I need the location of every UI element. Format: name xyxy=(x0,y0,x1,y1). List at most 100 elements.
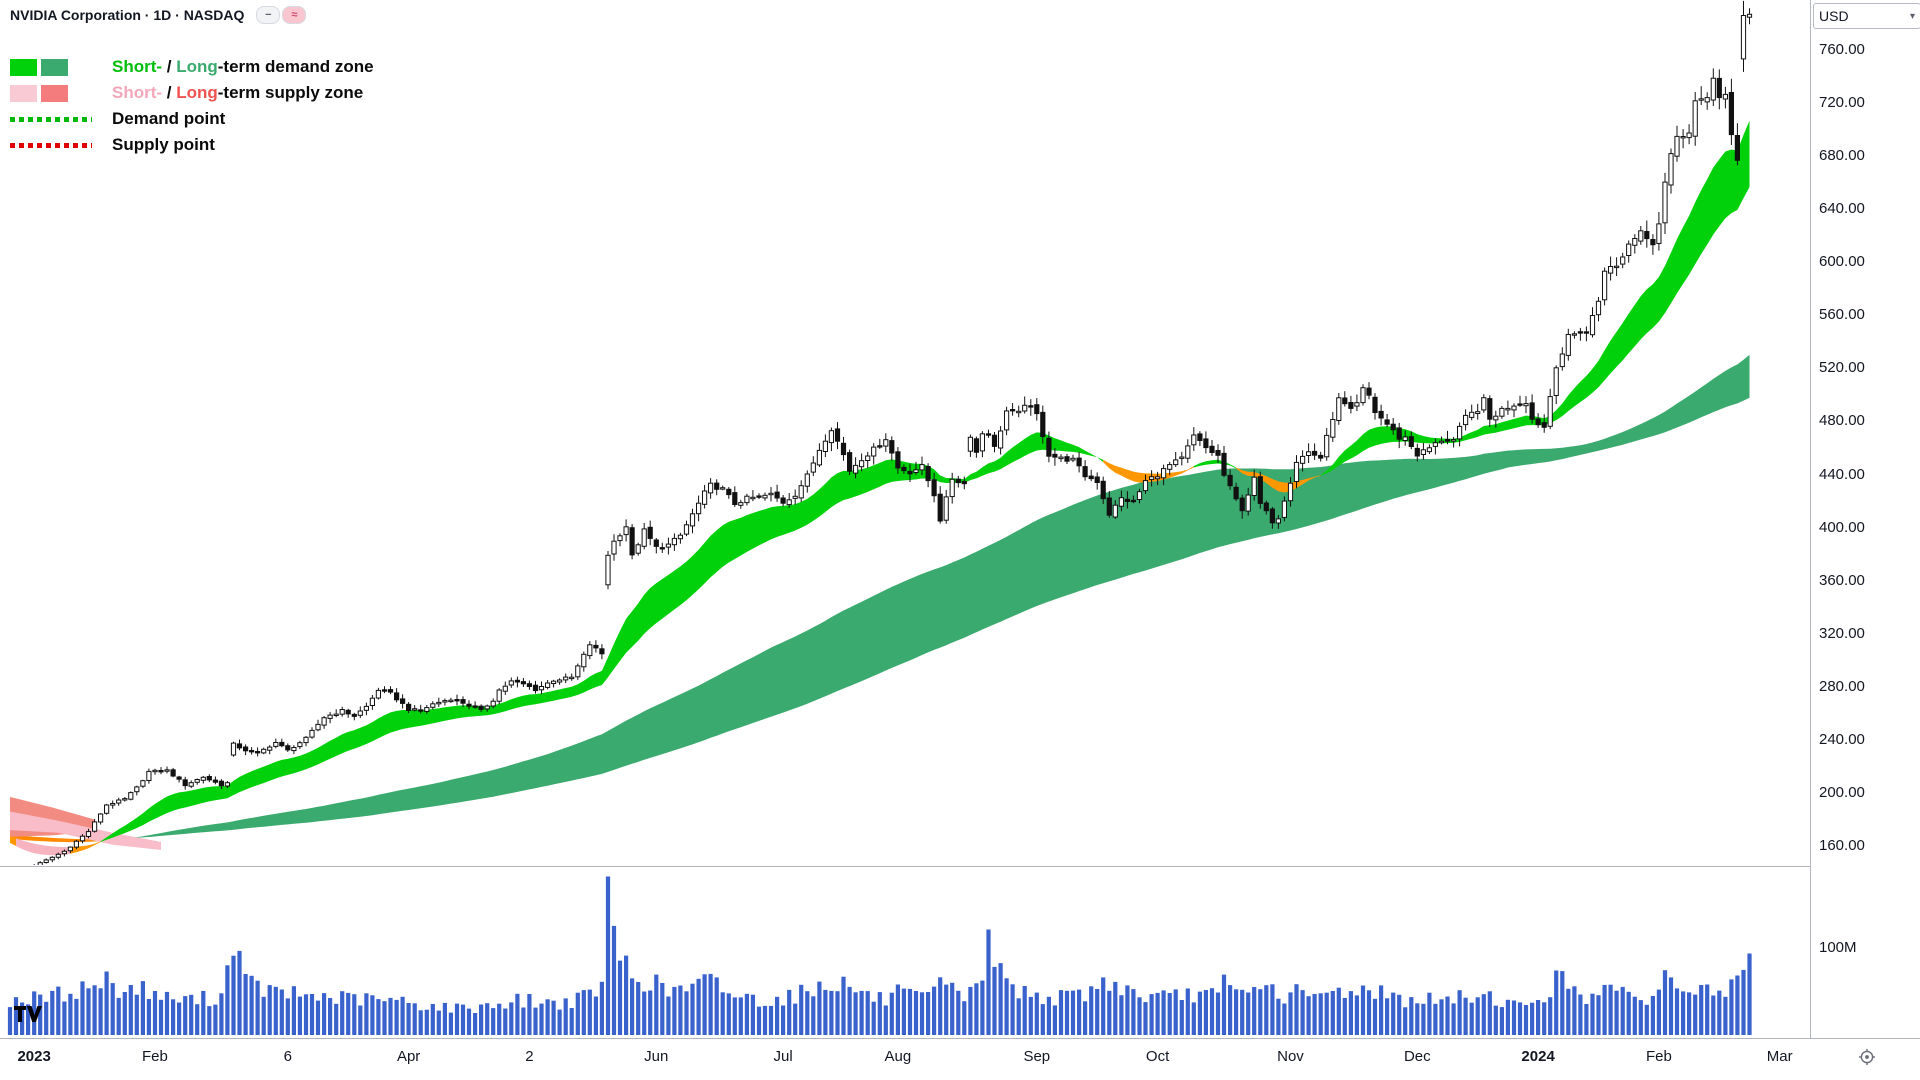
supply-zones xyxy=(10,796,161,850)
price-axis[interactable]: USD ▾ 760.00 720.00 680.00 640.00 600.00 560.… xyxy=(1811,0,1920,1038)
volume-bar xyxy=(1360,985,1366,1035)
volume-bar xyxy=(32,991,37,1035)
time-tick-label: Feb xyxy=(142,1048,168,1065)
volume-bar xyxy=(744,993,749,1035)
legend-label: Demand point xyxy=(112,109,226,128)
price-axis-separator xyxy=(1810,0,1811,1080)
volume-bar xyxy=(1342,997,1347,1035)
volume-bar xyxy=(26,1004,31,1035)
volume-bar xyxy=(1058,990,1064,1035)
volume-bar xyxy=(497,1003,502,1035)
volume-bar xyxy=(1149,994,1154,1035)
volume-bar xyxy=(412,1003,417,1035)
volume-bar xyxy=(1294,984,1299,1035)
indicator-chips: − ≈ xyxy=(254,5,307,24)
volume-bar xyxy=(1095,989,1100,1035)
volume-bar xyxy=(1252,987,1257,1035)
volume-bar xyxy=(134,994,139,1035)
volume-bar xyxy=(823,989,828,1035)
volume-bar xyxy=(231,955,236,1035)
indicator-chip-collapsed[interactable]: − xyxy=(256,6,281,24)
volume-bar xyxy=(364,993,369,1035)
indicator-legend: Short- / Long-term demand zone Short- / L… xyxy=(10,54,374,158)
zone-color-swatch xyxy=(10,58,37,76)
volume-bar xyxy=(1022,986,1027,1035)
volume-bar xyxy=(207,1006,212,1035)
volume-bar xyxy=(1505,999,1510,1035)
short-term-zone-band xyxy=(1103,459,1194,483)
volume-bar xyxy=(1487,991,1492,1035)
volume-bar xyxy=(448,1012,453,1035)
volume-bar xyxy=(177,1002,182,1035)
short-term-zone-band xyxy=(10,836,16,846)
volume-bar xyxy=(1475,997,1480,1035)
volume-bar xyxy=(932,986,937,1035)
volume-bar xyxy=(1185,988,1190,1035)
currency-selector[interactable]: USD ▾ xyxy=(1813,3,1920,29)
volume-bar xyxy=(1209,988,1215,1035)
symbol-title[interactable]: NVIDIA Corporation · 1D · NASDAQ xyxy=(10,6,245,23)
volume-bar xyxy=(152,991,158,1035)
dotted-line xyxy=(10,142,92,148)
volume-bar xyxy=(799,984,804,1035)
volume-bar xyxy=(243,974,248,1035)
volume-bar xyxy=(962,1001,967,1035)
volume-bar xyxy=(1681,991,1686,1035)
volume-bar xyxy=(1717,990,1722,1035)
volume-bar xyxy=(907,988,913,1035)
legend-row: Supply point xyxy=(10,132,374,158)
volume-bar xyxy=(334,1003,339,1035)
volume-bar xyxy=(1590,993,1595,1035)
zone-color-swatch xyxy=(41,58,68,76)
time-tick-label: Nov xyxy=(1277,1048,1304,1065)
volume-bar xyxy=(1687,992,1692,1035)
volume-bar xyxy=(1040,1004,1045,1035)
volume-bar xyxy=(1197,991,1202,1035)
volume-bar xyxy=(895,984,900,1035)
volume-chart-canvas[interactable] xyxy=(0,866,1810,1036)
volume-bar xyxy=(44,1001,49,1035)
volume-bar xyxy=(1240,989,1245,1035)
volume-bar xyxy=(1735,975,1740,1035)
price-chart-canvas[interactable] xyxy=(0,0,1810,865)
volume-bar xyxy=(1566,988,1571,1035)
volume-bar xyxy=(1626,991,1631,1035)
indicator-chip-supply-demand[interactable]: ≈ xyxy=(282,6,307,24)
volume-bar xyxy=(1530,1002,1535,1035)
volume-bar xyxy=(1246,992,1251,1035)
volume-bar xyxy=(1517,1002,1523,1035)
volume-bar xyxy=(762,1005,768,1035)
zone-color-swatch xyxy=(10,84,37,102)
volume-bar xyxy=(938,977,943,1035)
volume-bar xyxy=(116,997,121,1035)
volume-bar xyxy=(581,990,586,1035)
volume-bar xyxy=(1288,992,1293,1035)
volume-bar xyxy=(1070,990,1076,1035)
time-axis[interactable]: 2023 Feb 6 Apr 2 Jun Jul Aug Sep Oct Nov Dec 2024 Feb… xyxy=(0,1039,1920,1080)
volume-bar xyxy=(1729,979,1734,1035)
volume-bar xyxy=(1433,1003,1438,1035)
price-tick-label: 200.00 xyxy=(1819,783,1865,801)
volume-bar xyxy=(146,999,151,1035)
volume-bar xyxy=(986,929,991,1035)
volume-bar xyxy=(1674,988,1680,1035)
volume-bar xyxy=(436,1010,441,1035)
volume-bar xyxy=(690,983,695,1035)
volume-bar xyxy=(460,1004,466,1035)
volume-bar xyxy=(201,990,206,1035)
volume-bar xyxy=(249,975,254,1035)
volume-bar xyxy=(617,960,623,1035)
price-tick-label: 600.00 xyxy=(1819,253,1865,271)
volume-bar xyxy=(684,991,689,1035)
volume-bar xyxy=(1415,1003,1420,1035)
volume-bar xyxy=(841,976,846,1035)
volume-bar xyxy=(1542,1002,1547,1035)
volume-bar xyxy=(1101,977,1106,1035)
volume-bar xyxy=(56,986,61,1035)
volume-bar xyxy=(1662,970,1668,1035)
pane-resize-handle[interactable] xyxy=(0,866,1920,867)
price-tick-label: 440.00 xyxy=(1819,465,1865,483)
volume-bar xyxy=(624,955,629,1035)
volume-bar xyxy=(726,993,731,1035)
volume-bar xyxy=(926,992,931,1035)
